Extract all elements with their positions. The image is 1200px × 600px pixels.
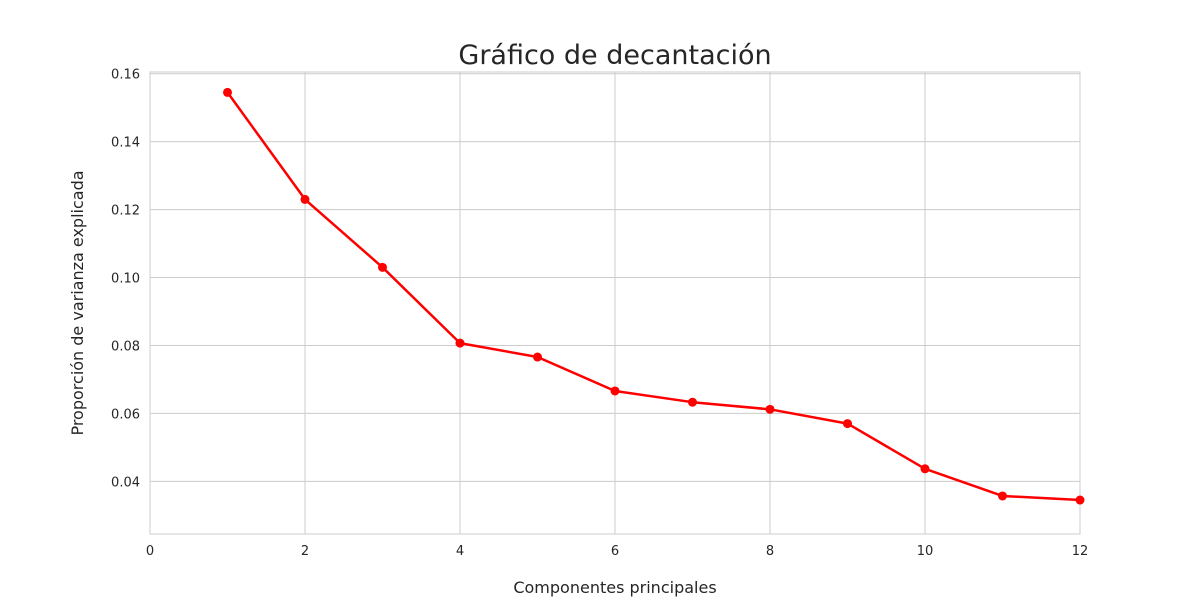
x-tick-label: 8 xyxy=(766,544,774,559)
data-point xyxy=(920,464,930,474)
x-axis-label: Componentes principales xyxy=(513,578,716,597)
grid-lines xyxy=(149,72,1081,534)
x-tick-label: 2 xyxy=(301,544,309,559)
tick-labels: 0 2 4 6 8 10 12 0.04 0.06 0.08 0.10 0.12 0.14 0.16 xyxy=(111,68,1088,559)
data-point xyxy=(1075,495,1085,505)
x-tick-label: 6 xyxy=(611,544,619,559)
x-tick-label: 10 xyxy=(917,544,934,559)
series-layer xyxy=(223,87,1085,505)
x-tick-label: 0 xyxy=(146,544,154,559)
data-point xyxy=(998,491,1007,501)
data-point xyxy=(300,194,310,204)
x-tick-label: 12 xyxy=(1072,544,1089,559)
plot-frame xyxy=(149,71,1081,535)
data-point xyxy=(765,404,775,414)
y-tick-label: 0.14 xyxy=(111,136,140,151)
data-point xyxy=(843,419,852,429)
data-point xyxy=(455,338,465,348)
y-tick-label: 0.04 xyxy=(111,475,140,490)
y-axis-label: Proporción de varianza explicada xyxy=(68,170,87,435)
y-tick-label: 0.08 xyxy=(111,339,140,354)
data-point xyxy=(610,386,620,396)
y-tick-label: 0.12 xyxy=(111,204,140,219)
series-line xyxy=(226,91,1081,502)
y-tick-label: 0.10 xyxy=(111,272,140,287)
data-point xyxy=(533,352,542,362)
data-point xyxy=(688,397,697,407)
x-tick-label: 4 xyxy=(456,544,464,559)
chart-title: Gráfico de decantación xyxy=(458,40,771,71)
y-tick-label: 0.06 xyxy=(111,407,140,422)
data-point xyxy=(223,87,232,97)
data-point xyxy=(378,262,387,272)
y-tick-label: 0.16 xyxy=(111,68,140,83)
